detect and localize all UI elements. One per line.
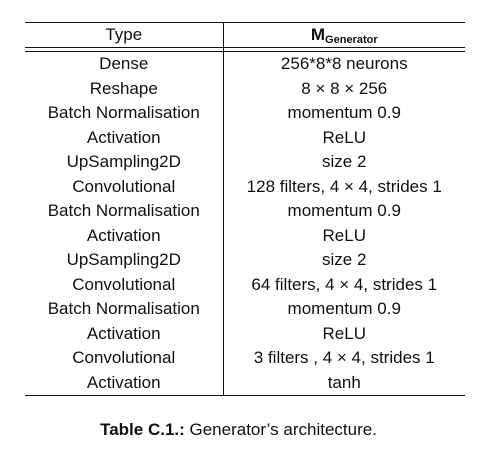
- layer-type-cell: Batch Normalisation: [25, 199, 224, 224]
- table-row: Convolutional 128 filters, 4 × 4, strides…: [25, 174, 465, 199]
- table-row: Convolutional 3 filters , 4 × 4, strides …: [25, 346, 465, 371]
- layer-type-cell: UpSampling2D: [25, 150, 224, 175]
- layer-type-cell: Activation: [25, 223, 224, 248]
- table-row: Batch Normalisation momentum 0.9: [25, 297, 465, 322]
- layer-config-cell: size 2: [322, 152, 367, 172]
- layer-type-cell: Convolutional: [25, 346, 224, 371]
- layer-config-cell: ReLU: [322, 225, 366, 245]
- layer-type-cell: Reshape: [25, 76, 224, 101]
- header-double-rule: [25, 47, 465, 52]
- layer-config-cell: 3 filters , 4 × 4, strides 1: [253, 348, 435, 368]
- layer-type-cell: Batch Normalisation: [25, 101, 224, 126]
- layer-type-cell: UpSampling2D: [25, 248, 224, 273]
- layer-config-cell: ReLU: [322, 323, 366, 343]
- layer-config-cell: size 2: [322, 250, 367, 270]
- header-type: Type: [25, 22, 224, 48]
- table-row: Batch Normalisation momentum 0.9: [25, 101, 465, 126]
- caption-text: Generator’s architecture.: [184, 420, 377, 439]
- layer-type-cell: Dense: [25, 51, 224, 77]
- table-row: UpSampling2D size 2: [25, 248, 465, 273]
- header-generator-subscript: Generator: [325, 33, 378, 46]
- layer-config-cell: tanh: [223, 370, 465, 396]
- caption-label: Table C.1.:: [100, 420, 185, 439]
- table-row: Activation ReLU: [25, 223, 465, 248]
- layer-type-cell: Convolutional: [25, 272, 224, 297]
- architecture-table-container: Type MGenerator Dense 256*8*8 neurons Resh…: [25, 22, 465, 396]
- header-generator: MGenerator: [223, 22, 465, 48]
- layer-type-cell: Activation: [25, 370, 224, 396]
- layer-config-cell: ReLU: [322, 127, 366, 147]
- layer-config-cell: 64 filters, 4 × 4, strides 1: [251, 274, 438, 294]
- table-row: Activation ReLU: [25, 125, 465, 150]
- table-row: Activation ReLU: [25, 321, 465, 346]
- layer-type-cell: Activation: [25, 125, 224, 150]
- header-rule-right: [223, 47, 465, 52]
- layer-type-cell: Convolutional: [25, 174, 224, 199]
- header-rule-left: [25, 47, 224, 52]
- layer-config-cell: 8 × 8 × 256: [301, 78, 388, 98]
- table-row: Reshape 8 × 8 × 256: [25, 76, 465, 101]
- table-caption: Table C.1.: Generator’s architecture.: [0, 420, 477, 440]
- header-generator-main: M: [310, 24, 326, 44]
- layer-type-cell: Batch Normalisation: [25, 297, 224, 322]
- layer-config-cell: 256*8*8 neurons: [280, 54, 408, 74]
- table-body: Dense 256*8*8 neurons Reshape 8 × 8 × 256 Ba…: [25, 51, 465, 396]
- layer-config-cell: momentum 0.9: [287, 103, 401, 123]
- generator-architecture-table: Type MGenerator Dense 256*8*8 neurons Resh…: [25, 22, 465, 396]
- layer-config-cell: 128 filters, 4 × 4, strides 1: [246, 176, 442, 196]
- table-header: Type MGenerator: [25, 22, 465, 52]
- header-row: Type MGenerator: [25, 22, 465, 48]
- table-row: Dense 256*8*8 neurons: [25, 51, 465, 77]
- table-row: Activation tanh: [25, 370, 465, 396]
- layer-type-cell: Activation: [25, 321, 224, 346]
- table-row: UpSampling2D size 2: [25, 150, 465, 175]
- layer-config-cell: momentum 0.9: [287, 299, 401, 319]
- layer-config-cell: momentum 0.9: [287, 201, 401, 221]
- table-row: Batch Normalisation momentum 0.9: [25, 199, 465, 224]
- table-row: Convolutional 64 filters, 4 × 4, strides …: [25, 272, 465, 297]
